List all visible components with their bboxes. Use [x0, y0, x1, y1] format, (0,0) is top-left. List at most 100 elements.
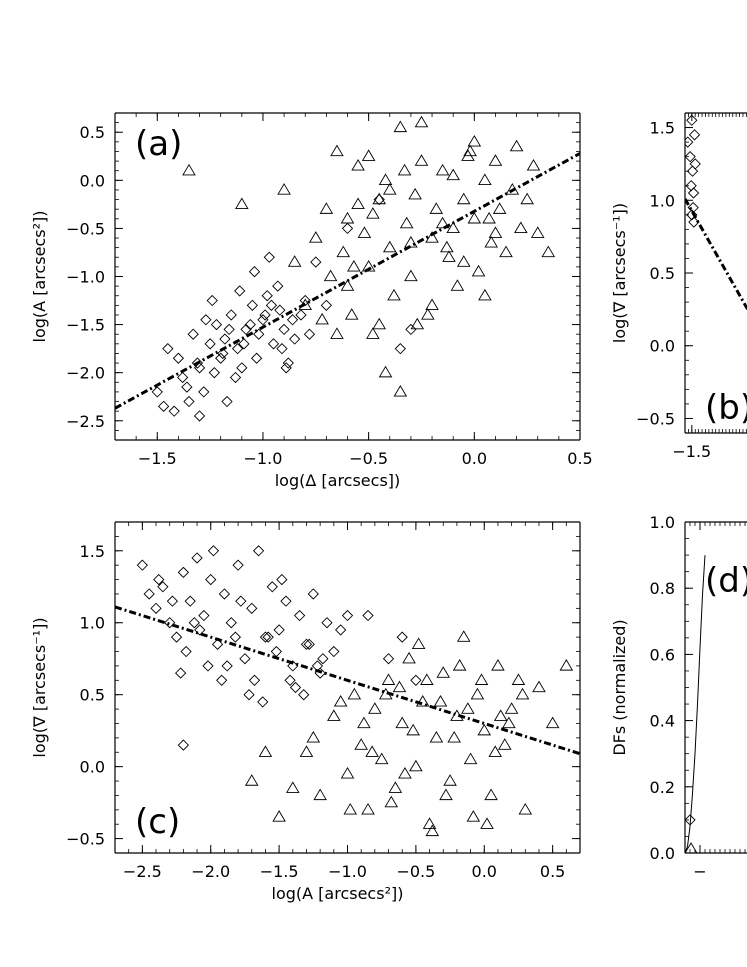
triangle-marker — [482, 211, 496, 224]
triangle-marker — [491, 659, 505, 671]
diamond-marker — [162, 342, 174, 355]
diamond-marker — [181, 381, 193, 393]
diamond-marker — [341, 222, 354, 235]
diamond-marker — [208, 367, 220, 379]
x-tick-label: − — [693, 862, 706, 881]
diamond-marker — [276, 573, 288, 586]
triangle-marker — [404, 235, 418, 248]
x-tick-label: 0.5 — [540, 862, 565, 881]
diamond-marker — [223, 323, 235, 336]
y-tick-label: −1.5 — [66, 316, 105, 335]
fit-line — [115, 605, 580, 756]
x-tick-label: −1.0 — [328, 862, 367, 881]
panel-label: (a) — [135, 124, 182, 164]
diamond-marker — [229, 631, 241, 643]
diamond-marker — [221, 395, 233, 408]
triangle-marker — [461, 702, 475, 714]
y-tick-label: −1.0 — [66, 268, 105, 287]
diamond-marker — [219, 333, 231, 345]
diamond-marker — [231, 342, 244, 355]
diamond-marker — [685, 814, 696, 826]
triangle-marker — [409, 759, 423, 772]
triangle-marker — [541, 245, 556, 258]
triangle-marker — [461, 149, 475, 161]
triangle-marker — [530, 226, 545, 238]
panel-label: (b) — [705, 388, 747, 428]
triangle-marker — [446, 221, 460, 234]
triangle-marker — [492, 202, 507, 214]
triangle-marker — [344, 308, 359, 320]
triangle-marker — [357, 716, 371, 729]
diamond-marker — [236, 362, 248, 374]
triangle-marker — [439, 788, 453, 801]
triangle-marker — [351, 197, 365, 210]
triangle-marker — [272, 810, 286, 822]
triangle-marker — [414, 154, 429, 166]
triangle-marker — [404, 269, 418, 282]
diamond-marker — [303, 638, 315, 650]
triangle-marker — [493, 709, 508, 721]
triangle-marker — [244, 774, 259, 786]
diamond-marker — [257, 696, 269, 708]
triangle-marker — [415, 695, 430, 707]
triangle-marker — [327, 709, 341, 721]
diamond-marker — [293, 609, 306, 622]
diamond-marker — [286, 314, 299, 326]
x-tick-label: −1.5 — [138, 449, 177, 468]
triangle-marker — [410, 317, 425, 330]
plot-area — [115, 545, 580, 837]
triangle-marker — [258, 745, 273, 757]
triangle-marker — [393, 385, 408, 397]
triangle-marker — [488, 745, 502, 757]
diamond-marker — [176, 371, 189, 384]
triangle-marker — [182, 163, 196, 176]
diamond-marker — [248, 674, 261, 686]
diamond-marker — [257, 314, 269, 326]
diamond-marker — [191, 357, 204, 369]
diamond-marker — [221, 660, 233, 672]
triangle-marker — [456, 192, 471, 205]
triangle-marker — [372, 317, 386, 330]
diamond-marker — [280, 362, 292, 374]
triangle-marker — [452, 659, 467, 671]
plot-area — [115, 115, 580, 422]
diamond-marker — [150, 602, 162, 614]
triangle-marker — [467, 134, 482, 147]
diamond-marker — [175, 667, 187, 679]
triangle-marker — [456, 255, 471, 267]
diamond-marker — [238, 338, 250, 350]
diamond-marker — [225, 309, 237, 321]
plot-area — [685, 555, 706, 853]
diamond-marker — [246, 602, 258, 614]
diamond-marker — [284, 674, 296, 686]
diamond-marker — [225, 617, 237, 629]
triangle-marker — [446, 168, 460, 181]
triangle-marker — [366, 327, 380, 339]
triangle-marker — [488, 226, 503, 238]
diamond-marker — [170, 631, 183, 643]
triangle-marker — [381, 673, 396, 685]
panel-label: (c) — [135, 802, 180, 842]
diamond-marker — [320, 299, 333, 311]
diamond-marker — [261, 290, 273, 302]
triangle-marker — [488, 154, 503, 166]
diamond-marker — [172, 352, 185, 364]
y-axis-label: DFs (normalized) — [610, 619, 629, 755]
y-tick-label: 0.8 — [650, 579, 675, 598]
triangle-marker — [425, 231, 439, 243]
diamond-marker — [341, 609, 354, 622]
diamond-marker — [210, 318, 223, 331]
diamond-marker — [273, 624, 285, 636]
y-axis-label: log(∇ [arcsecs⁻¹]) — [610, 203, 629, 343]
diamond-marker — [373, 193, 385, 206]
diamond-marker — [193, 410, 206, 422]
diamond-marker — [216, 674, 228, 686]
diamond-marker — [335, 624, 347, 636]
triangle-marker — [330, 327, 344, 339]
triangle-marker — [378, 173, 393, 185]
diamond-marker — [289, 681, 302, 694]
triangle-marker — [447, 730, 461, 743]
triangle-marker — [402, 651, 416, 664]
triangle-markers — [182, 115, 556, 397]
y-tick-label: 0.0 — [650, 337, 675, 356]
